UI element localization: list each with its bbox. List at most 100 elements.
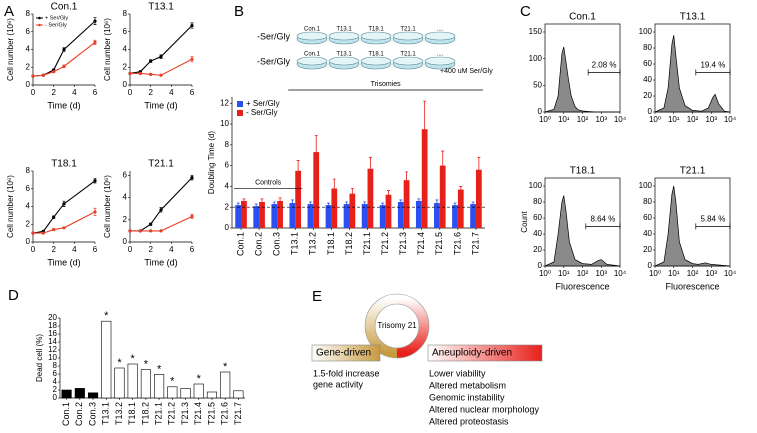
x-tick-label: T13.1: [101, 402, 111, 425]
x-tick-label: Con.3: [272, 232, 282, 256]
y-tick-label: 2: [53, 385, 58, 394]
x-tick-label: 2: [148, 88, 153, 97]
dish-label: ....: [437, 52, 444, 58]
gate-label: 5.84 %: [700, 215, 725, 224]
dish-top: [296, 56, 328, 66]
bar: [295, 170, 302, 228]
gate: [695, 69, 731, 76]
y-tick-label: 18: [48, 321, 57, 330]
x-tick-label: 10⁴: [724, 115, 737, 124]
histogram-area: [544, 46, 620, 113]
chart-title: T18.1: [570, 166, 596, 177]
x-axis-label: Time (d): [47, 257, 80, 267]
x-tick-label: T21.1: [153, 402, 163, 425]
histogram-area: [654, 185, 731, 267]
y-tick-label: 40: [643, 229, 652, 238]
diagram-item: Genomic instability: [429, 392, 505, 402]
x-tick-label: T13.1: [290, 232, 300, 255]
y-tick-label: 100: [639, 181, 653, 190]
y-tick-label: 20: [48, 313, 57, 322]
x-tick-label: Con.2: [74, 402, 84, 426]
x-tick-label: 10³: [595, 115, 607, 124]
bar: [331, 188, 338, 228]
legend-swatch: [237, 110, 243, 116]
x-tick-label: T21.3: [398, 232, 408, 255]
y-tick-label: 8: [225, 140, 230, 149]
data-point: [52, 227, 56, 232]
chart-title: T18.1: [51, 159, 77, 170]
x-tick-label: T21.5: [206, 402, 216, 425]
bar: [457, 189, 464, 228]
bar: [180, 388, 191, 399]
y-tick-label: 20: [533, 245, 542, 254]
bar: [361, 204, 368, 228]
error-bar: [417, 198, 421, 204]
dish-label: T18.1: [368, 52, 384, 58]
x-tick-label: 10⁴: [724, 269, 737, 278]
ring-right: [396, 294, 429, 358]
y-tick-label: 0: [225, 223, 230, 232]
dish-top: [296, 31, 328, 41]
x-tick-label: 10¹: [558, 115, 570, 124]
x-tick-label: T18.1: [326, 232, 336, 255]
data-point: [128, 71, 132, 76]
panel-label: D: [8, 287, 19, 304]
y-tick-label: 4: [53, 377, 58, 386]
data-point: [128, 229, 132, 233]
error-bar: [272, 201, 276, 207]
y-tick-label: 60: [533, 213, 542, 222]
y-tick-label: 14: [48, 337, 57, 346]
x-tick-label: 2: [51, 88, 56, 97]
data-point: [190, 176, 194, 180]
bar: [74, 388, 85, 399]
error-bar: [296, 160, 300, 182]
data-point: [52, 215, 56, 219]
error-bar: [242, 198, 246, 204]
data-point: [62, 226, 66, 230]
y-tick-label: 0: [26, 237, 31, 246]
bar: [452, 205, 458, 228]
y-tick-label: 2: [123, 215, 128, 224]
y-tick-label: 8: [53, 361, 58, 370]
bar: [439, 165, 446, 228]
x-tick-label: Con.1: [235, 232, 245, 256]
y-tick-label: 0: [648, 261, 653, 270]
x-tick-label: T21.1: [362, 232, 372, 255]
dish-top: [424, 31, 456, 41]
y-tick-label: 20: [643, 245, 652, 254]
bar: [235, 205, 242, 228]
bar: [193, 383, 204, 399]
data-point: [62, 47, 66, 52]
x-tick-label: 10³: [595, 269, 607, 278]
x-tick-label: 10²: [687, 115, 699, 124]
dish-top: [328, 31, 360, 41]
x-tick-label: T18.2: [140, 402, 150, 425]
x-tick-label: Con.3: [87, 402, 97, 426]
data-point: [41, 231, 45, 235]
y-tick-label: 6: [26, 184, 31, 193]
x-tick-label: 10⁰: [539, 269, 551, 278]
data-point: [149, 229, 153, 233]
chart-title: T21.1: [148, 159, 174, 170]
aneuploidy-box: [427, 344, 543, 362]
y-tick-label: 40: [643, 75, 652, 84]
x-tick-label: 10¹: [668, 115, 680, 124]
legend-marker: [38, 16, 41, 20]
x-tick-label: T18.2: [344, 232, 354, 255]
x-tick-label: T21.2: [380, 232, 390, 255]
data-point: [159, 208, 163, 212]
bar: [114, 367, 125, 399]
y-tick-label: 12: [220, 98, 229, 107]
chart-title: T13.1: [680, 12, 706, 23]
bar: [325, 205, 332, 228]
dish-label: T13.1: [336, 27, 352, 33]
error-bar: [386, 190, 390, 200]
panel-label: B: [234, 3, 244, 20]
data-point: [190, 214, 194, 219]
x-tick-label: 0: [128, 88, 133, 97]
ring-left: [365, 294, 398, 358]
x-axis-label: Time (d): [47, 100, 80, 110]
y-tick-label: 4: [123, 193, 128, 202]
y-tick-label: 12: [48, 345, 57, 354]
